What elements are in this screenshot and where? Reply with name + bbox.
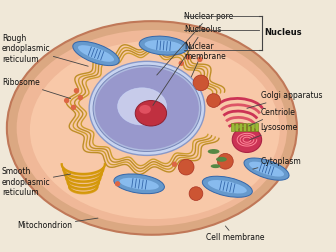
Ellipse shape bbox=[17, 30, 287, 226]
Text: Centriole: Centriole bbox=[249, 108, 296, 126]
Bar bbox=[243, 123, 246, 131]
Ellipse shape bbox=[172, 162, 177, 167]
Ellipse shape bbox=[144, 40, 183, 51]
Ellipse shape bbox=[178, 159, 194, 175]
Ellipse shape bbox=[135, 101, 167, 126]
Ellipse shape bbox=[114, 174, 164, 194]
Text: Cytoplasm: Cytoplasm bbox=[253, 157, 301, 169]
Text: Nucleus: Nucleus bbox=[264, 28, 302, 37]
Ellipse shape bbox=[139, 36, 188, 55]
Ellipse shape bbox=[185, 55, 191, 60]
Ellipse shape bbox=[193, 75, 209, 91]
Ellipse shape bbox=[189, 187, 203, 201]
Text: Cell membrane: Cell membrane bbox=[206, 226, 264, 242]
Text: Golgi apparatus: Golgi apparatus bbox=[247, 91, 322, 108]
Text: Rough
endoplasmic
reticulum: Rough endoplasmic reticulum bbox=[2, 34, 88, 66]
Text: Mitochondrion: Mitochondrion bbox=[17, 218, 98, 230]
Ellipse shape bbox=[115, 181, 120, 186]
Ellipse shape bbox=[73, 41, 119, 66]
Bar bbox=[247, 123, 250, 131]
Ellipse shape bbox=[95, 67, 199, 149]
Text: Smooth
endoplasmic
reticulum: Smooth endoplasmic reticulum bbox=[2, 167, 71, 197]
Ellipse shape bbox=[7, 21, 297, 235]
Ellipse shape bbox=[139, 105, 151, 114]
Ellipse shape bbox=[64, 98, 69, 103]
Ellipse shape bbox=[208, 180, 247, 194]
Text: Nucleolus: Nucleolus bbox=[153, 25, 222, 105]
Ellipse shape bbox=[217, 153, 233, 169]
Text: Ribosome: Ribosome bbox=[2, 78, 71, 99]
Ellipse shape bbox=[78, 95, 83, 100]
Ellipse shape bbox=[202, 176, 252, 197]
Bar bbox=[231, 123, 234, 131]
Text: Nuclear
membrane: Nuclear membrane bbox=[184, 42, 226, 61]
Ellipse shape bbox=[208, 149, 219, 154]
Ellipse shape bbox=[216, 157, 227, 162]
Ellipse shape bbox=[197, 57, 203, 62]
Ellipse shape bbox=[249, 162, 284, 177]
Ellipse shape bbox=[244, 158, 289, 180]
Ellipse shape bbox=[211, 164, 220, 168]
Text: Nuclear pore: Nuclear pore bbox=[157, 12, 234, 75]
Ellipse shape bbox=[207, 94, 220, 107]
Ellipse shape bbox=[232, 127, 262, 152]
Ellipse shape bbox=[78, 45, 114, 62]
Bar bbox=[251, 123, 254, 131]
Ellipse shape bbox=[118, 88, 167, 125]
Ellipse shape bbox=[74, 88, 79, 93]
Ellipse shape bbox=[93, 65, 201, 151]
Bar bbox=[235, 123, 238, 131]
Ellipse shape bbox=[120, 178, 159, 190]
Bar bbox=[255, 123, 258, 131]
Text: Lysosome: Lysosome bbox=[250, 123, 298, 140]
Bar bbox=[239, 123, 242, 131]
Ellipse shape bbox=[178, 60, 184, 66]
Ellipse shape bbox=[30, 41, 280, 219]
Ellipse shape bbox=[89, 61, 205, 155]
Ellipse shape bbox=[71, 105, 76, 110]
